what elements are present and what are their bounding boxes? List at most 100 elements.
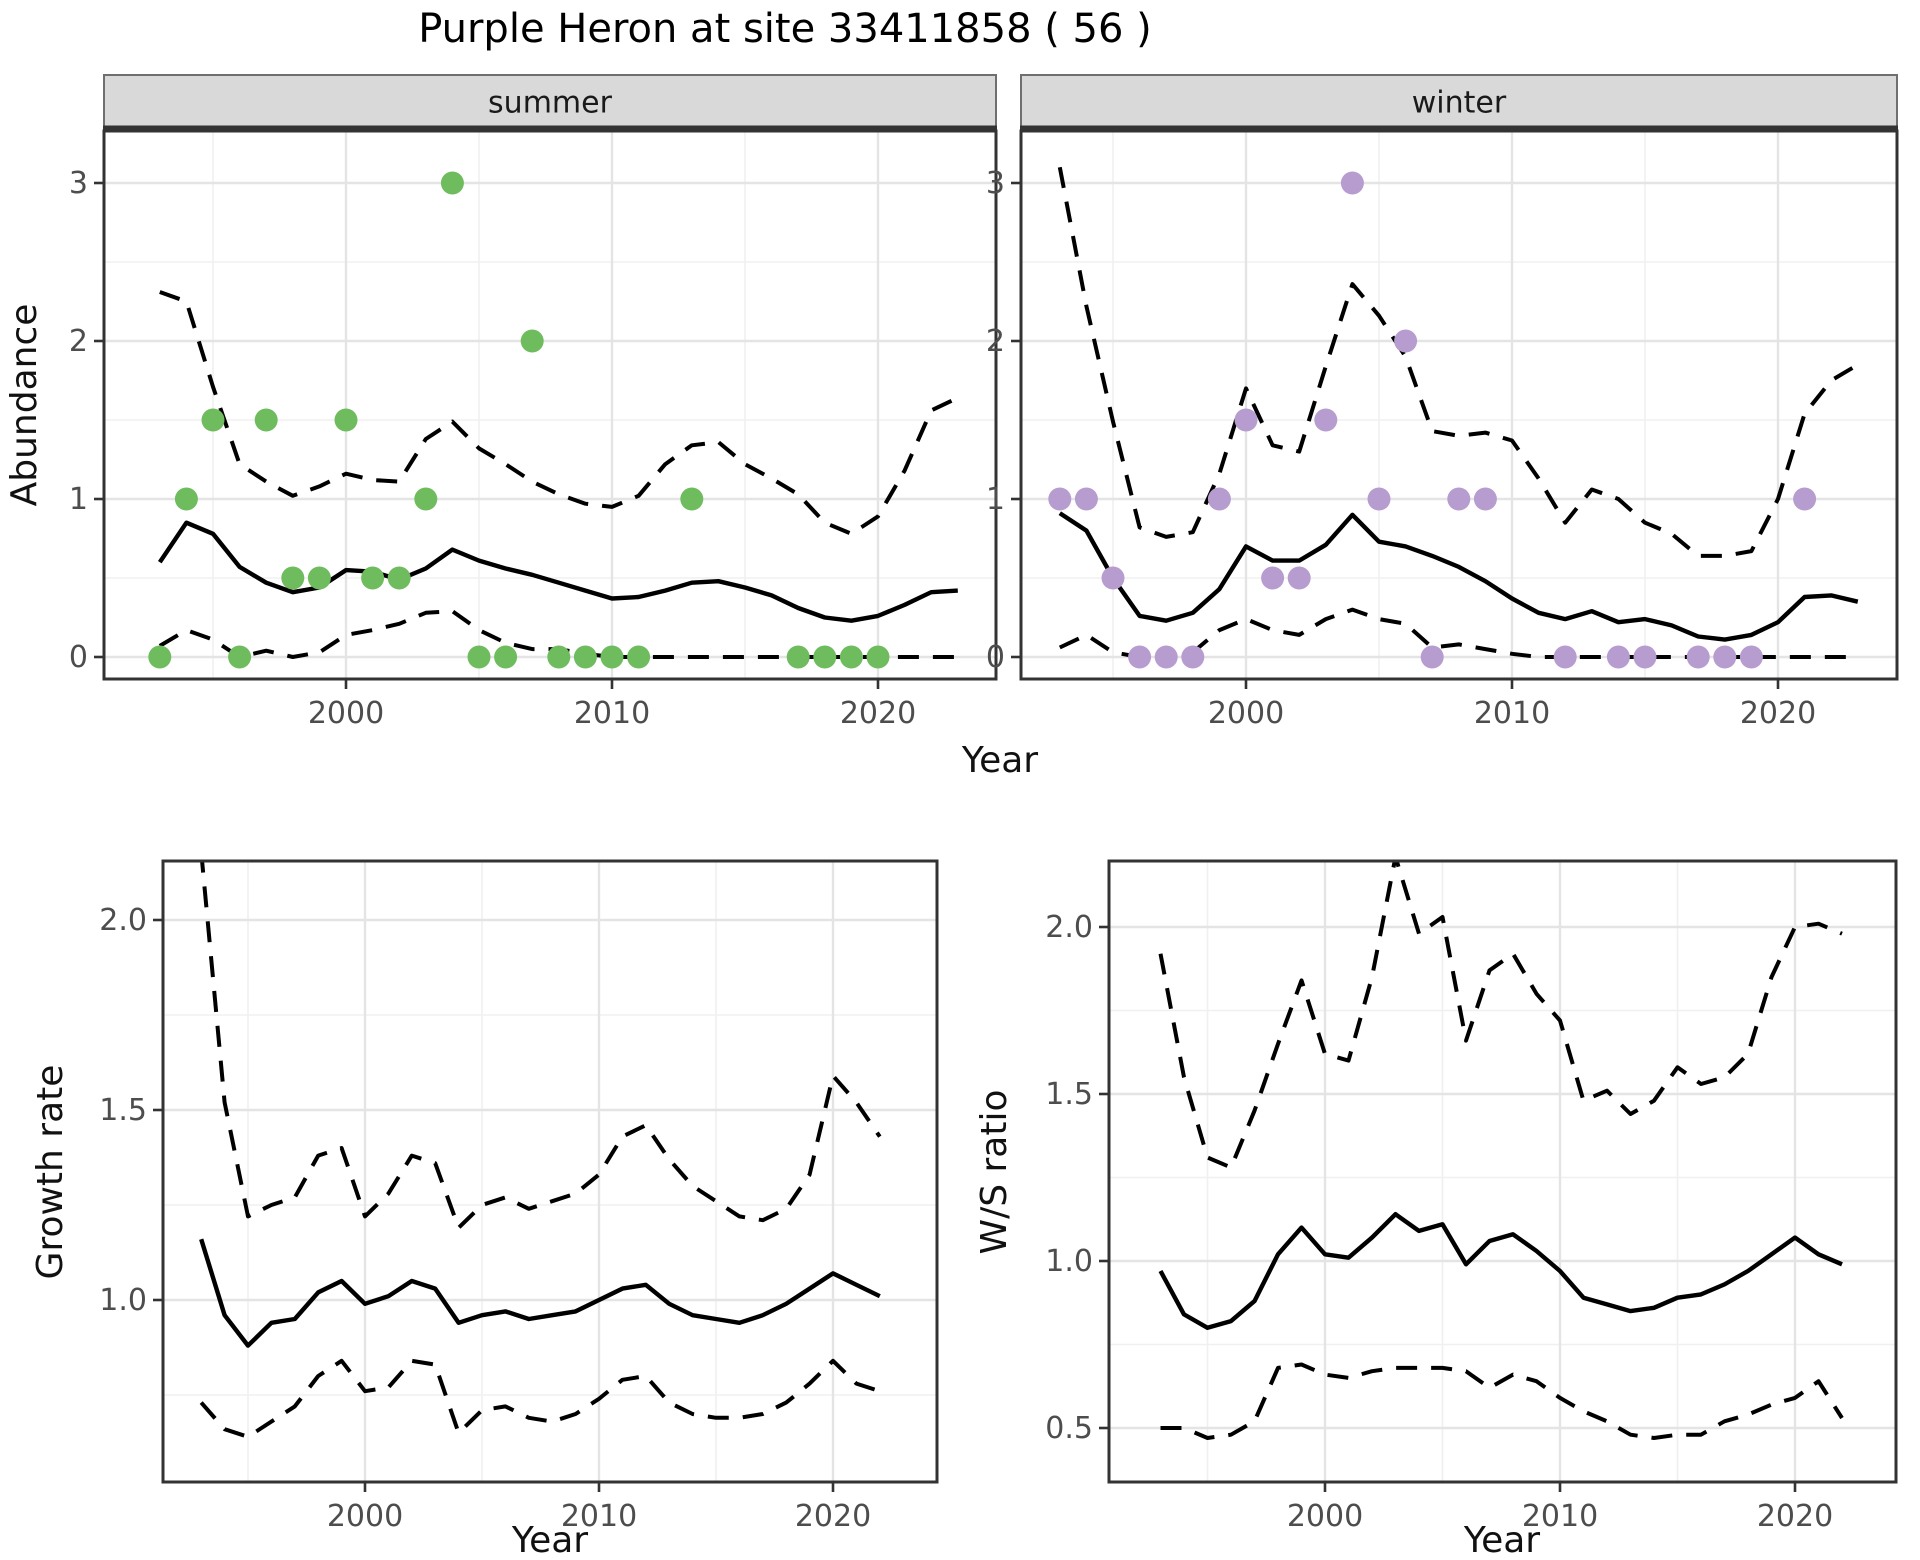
upper_ci-line (1158, 861, 1843, 1170)
x-tick-label: 2020 (795, 1499, 871, 1534)
observation-point (1101, 566, 1125, 590)
observation-point (573, 645, 597, 669)
median-line (1158, 1211, 1843, 1331)
observation-point (1713, 645, 1737, 669)
observation-point (1633, 645, 1657, 669)
x-tick-label: 2010 (561, 1499, 637, 1534)
x-tick-label: 2010 (1522, 1499, 1598, 1534)
panel-background (1021, 131, 1897, 679)
observation-point (334, 408, 358, 432)
observation-point (440, 171, 464, 195)
observation-point (1394, 329, 1418, 353)
observation-point (1793, 487, 1817, 511)
x-tick-label: 2000 (1287, 1499, 1363, 1534)
observation-point (547, 645, 571, 669)
observation-point (148, 645, 172, 669)
observation-point (786, 645, 810, 669)
observation-point (1181, 645, 1205, 669)
series-group (1048, 166, 1859, 669)
x-tick-label: 2020 (840, 696, 916, 731)
observation-point (813, 645, 837, 669)
median-line (1058, 511, 1859, 642)
y-tick-label: 1.0 (1045, 1244, 1093, 1279)
observation-point (1128, 645, 1152, 669)
panel-border (161, 859, 939, 1484)
observation-point (1420, 645, 1444, 669)
y-tick-label: 1.5 (99, 1093, 147, 1128)
x-tick-label: 2000 (1208, 696, 1284, 731)
x-tick-label: 2020 (1757, 1499, 1833, 1534)
panel-background (1109, 861, 1896, 1482)
y-tick-label: 3 (986, 166, 1005, 201)
panel-abundance_summer: 2000 2010 2020 0 1 2 3 summer (69, 74, 998, 731)
y-tick-label: 0 (69, 640, 88, 675)
y-tick-label: 1.5 (1045, 1077, 1093, 1112)
observation-point (467, 645, 491, 669)
x-axis-title-year-bottom-left: Year (511, 1520, 588, 1560)
facet-strip-label: summer (488, 86, 613, 121)
y-tick-label: 1 (986, 482, 1005, 517)
observation-point (201, 408, 225, 432)
observation-point (839, 645, 863, 669)
x-tick-label: 2010 (1474, 696, 1550, 731)
observation-point (1367, 487, 1391, 511)
observation-point (1739, 645, 1763, 669)
observation-point (254, 408, 278, 432)
y-tick-label: 3 (69, 166, 88, 201)
observation-point (627, 645, 651, 669)
observation-point (1234, 408, 1258, 432)
lower_ci-line (1160, 1362, 1844, 1440)
panel-growth_rate: 2000 2010 2020 1.0 1.5 2.0 (99, 859, 939, 1534)
series-group (148, 171, 959, 669)
upper_ci-line (159, 290, 959, 536)
observation-point (494, 645, 518, 669)
series-group (199, 861, 882, 1439)
observation-point (174, 487, 198, 511)
y-tick-label: 1 (69, 482, 88, 517)
observation-point (1261, 566, 1285, 590)
y-tick-label: 2.0 (1045, 910, 1093, 945)
observation-point (680, 487, 704, 511)
panel-background (104, 131, 996, 679)
observation-point (1287, 566, 1311, 590)
panel-ws_ratio: 2000 2010 2020 0.5 1.0 1.5 2.0 (1045, 859, 1898, 1534)
x-tick-label: 2000 (327, 1499, 403, 1534)
observation-point (1473, 487, 1497, 511)
observation-point (281, 566, 305, 590)
observation-point (1154, 645, 1178, 669)
observation-point (1340, 171, 1364, 195)
x-axis-title-year-top: Year (961, 740, 1038, 781)
observation-point (1074, 487, 1098, 511)
plot-title: Purple Heron at site 33411858 ( 56 ) (418, 6, 1152, 52)
series-group (1158, 861, 1844, 1440)
y-tick-label: 0.5 (1045, 1411, 1093, 1446)
x-tick-label: 2020 (1740, 696, 1816, 731)
x-tick-label: 2010 (574, 696, 650, 731)
x-axis-title-year-bottom-right: Year (1463, 1520, 1540, 1560)
observation-point (228, 645, 252, 669)
panel-border (1107, 859, 1898, 1484)
observation-point (307, 566, 331, 590)
y-tick-label: 2 (69, 324, 88, 359)
median-line (157, 520, 958, 623)
y-tick-label: 1.0 (99, 1283, 147, 1318)
y-axis-title-abundance: Abundance (4, 304, 45, 507)
observation-point (1048, 487, 1072, 511)
panel-border (102, 129, 998, 681)
observation-point (1606, 645, 1630, 669)
lower_ci-line (199, 1358, 881, 1439)
y-tick-label: 2.0 (99, 903, 147, 938)
observation-point (1314, 408, 1338, 432)
facet-strip (1020, 74, 1898, 129)
y-axis-title-growth-rate: Growth rate (30, 1065, 71, 1280)
x-tick-label: 2000 (308, 696, 384, 731)
observation-point (600, 645, 624, 669)
observation-point (866, 645, 890, 669)
observation-point (1686, 645, 1710, 669)
observation-point (387, 566, 411, 590)
observation-point (414, 487, 438, 511)
y-tick-label: 2 (986, 324, 1005, 359)
median-line (199, 1238, 881, 1348)
